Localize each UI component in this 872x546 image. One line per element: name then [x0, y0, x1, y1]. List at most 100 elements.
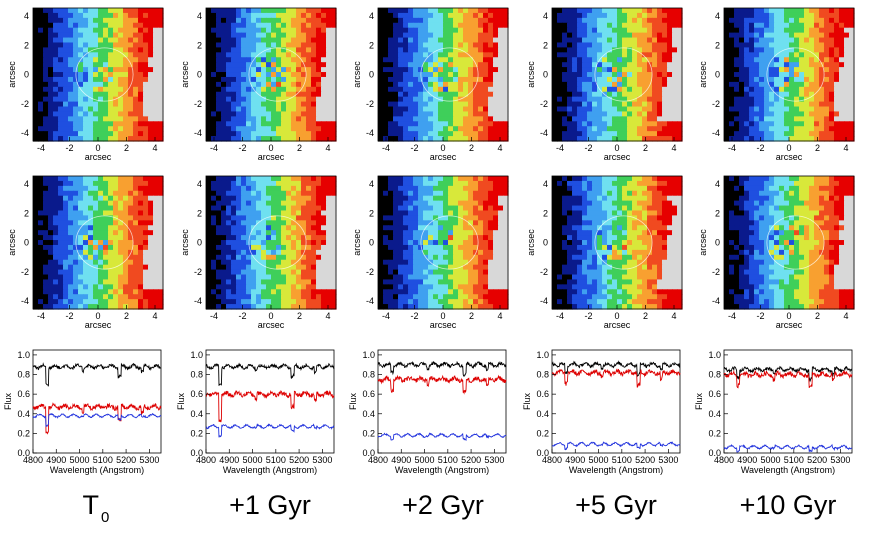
map-cell	[306, 8, 312, 14]
map-cell	[824, 121, 830, 127]
map-cell	[103, 111, 109, 117]
map-cell	[724, 91, 730, 98]
map-cell	[423, 136, 429, 142]
map-cell	[118, 200, 124, 207]
map-cell	[68, 264, 74, 271]
map-cell	[849, 57, 855, 63]
map-cell	[388, 72, 394, 78]
map-cell	[226, 249, 232, 256]
map-cell	[739, 81, 745, 88]
map-cell	[316, 76, 322, 83]
map-cell	[769, 42, 775, 49]
map-cell	[118, 136, 124, 142]
map-cell	[246, 27, 252, 34]
map-cell	[236, 86, 242, 93]
map-cell	[53, 304, 59, 310]
map-cell	[43, 42, 49, 49]
map-cell	[463, 47, 469, 53]
map-cell	[266, 62, 272, 68]
map-cell	[769, 8, 775, 14]
map-cell	[266, 176, 272, 182]
map-cell	[607, 131, 613, 137]
map-cell	[38, 62, 44, 68]
map-cell	[734, 27, 740, 34]
map-cell	[158, 111, 164, 117]
map-cell	[311, 264, 317, 271]
map-cell	[724, 126, 730, 132]
map-cell	[498, 67, 504, 73]
map-cell	[632, 91, 638, 98]
map-cell	[433, 32, 439, 39]
map-cell	[804, 57, 810, 63]
map-cell	[764, 22, 770, 29]
map-cell	[78, 185, 84, 192]
map-cell	[291, 230, 297, 236]
map-cell	[33, 205, 39, 212]
map-cell	[657, 86, 663, 93]
map-cell	[296, 42, 302, 49]
map-cell	[236, 240, 242, 246]
map-cell	[153, 22, 159, 29]
map-cell	[627, 27, 633, 34]
map-cell	[78, 264, 84, 271]
map-cell	[88, 279, 94, 285]
map-cell	[53, 205, 59, 212]
map-cell	[43, 32, 49, 39]
map-cell	[483, 57, 489, 63]
map-cell	[301, 17, 307, 24]
map-cell	[331, 240, 337, 246]
map-cell	[652, 111, 658, 117]
y-tick-label: 0	[24, 70, 29, 80]
map-cell	[276, 22, 282, 29]
map-cell	[602, 42, 608, 49]
map-cell	[326, 176, 332, 182]
map-cell	[153, 12, 159, 19]
map-cell	[311, 101, 317, 108]
map-cell	[226, 200, 232, 207]
map-cell	[443, 32, 449, 39]
map-cell	[844, 111, 850, 117]
map-cell	[33, 220, 39, 226]
map-cell	[113, 235, 119, 241]
map-cell	[734, 52, 740, 58]
map-cell	[754, 96, 760, 103]
map-cell	[281, 62, 287, 68]
map-cell	[632, 42, 638, 49]
map-cell	[291, 259, 297, 266]
map-cell	[148, 121, 154, 127]
map-cell	[602, 81, 608, 88]
map-cell	[68, 299, 74, 305]
map-cell	[98, 230, 104, 236]
map-cell	[103, 195, 109, 202]
map-cell	[33, 304, 39, 310]
y-tick-label: -4	[194, 128, 202, 138]
map-cell	[408, 111, 414, 117]
map-cell	[443, 8, 449, 14]
map-cell	[316, 86, 322, 93]
map-cell	[383, 106, 389, 113]
map-cell	[592, 86, 598, 93]
map-cell	[602, 32, 608, 39]
map-cell	[206, 126, 212, 132]
map-cell	[231, 22, 237, 29]
map-cell	[291, 76, 297, 83]
map-cell	[473, 17, 479, 24]
map-cell	[458, 126, 464, 132]
map-cell	[311, 8, 317, 14]
map-cell	[98, 289, 104, 295]
map-cell	[143, 240, 149, 246]
map-cell	[306, 269, 312, 276]
map-cell	[103, 176, 109, 182]
map-cell	[498, 136, 504, 142]
map-cell	[567, 126, 573, 132]
map-cell	[784, 37, 790, 44]
map-cell	[438, 37, 444, 44]
map-cell	[138, 299, 144, 305]
map-cell	[597, 72, 603, 78]
map-cell	[764, 12, 770, 19]
map-cell	[128, 244, 134, 251]
map-cell	[388, 52, 394, 58]
map-cell	[123, 47, 129, 53]
map-cell	[128, 8, 134, 14]
